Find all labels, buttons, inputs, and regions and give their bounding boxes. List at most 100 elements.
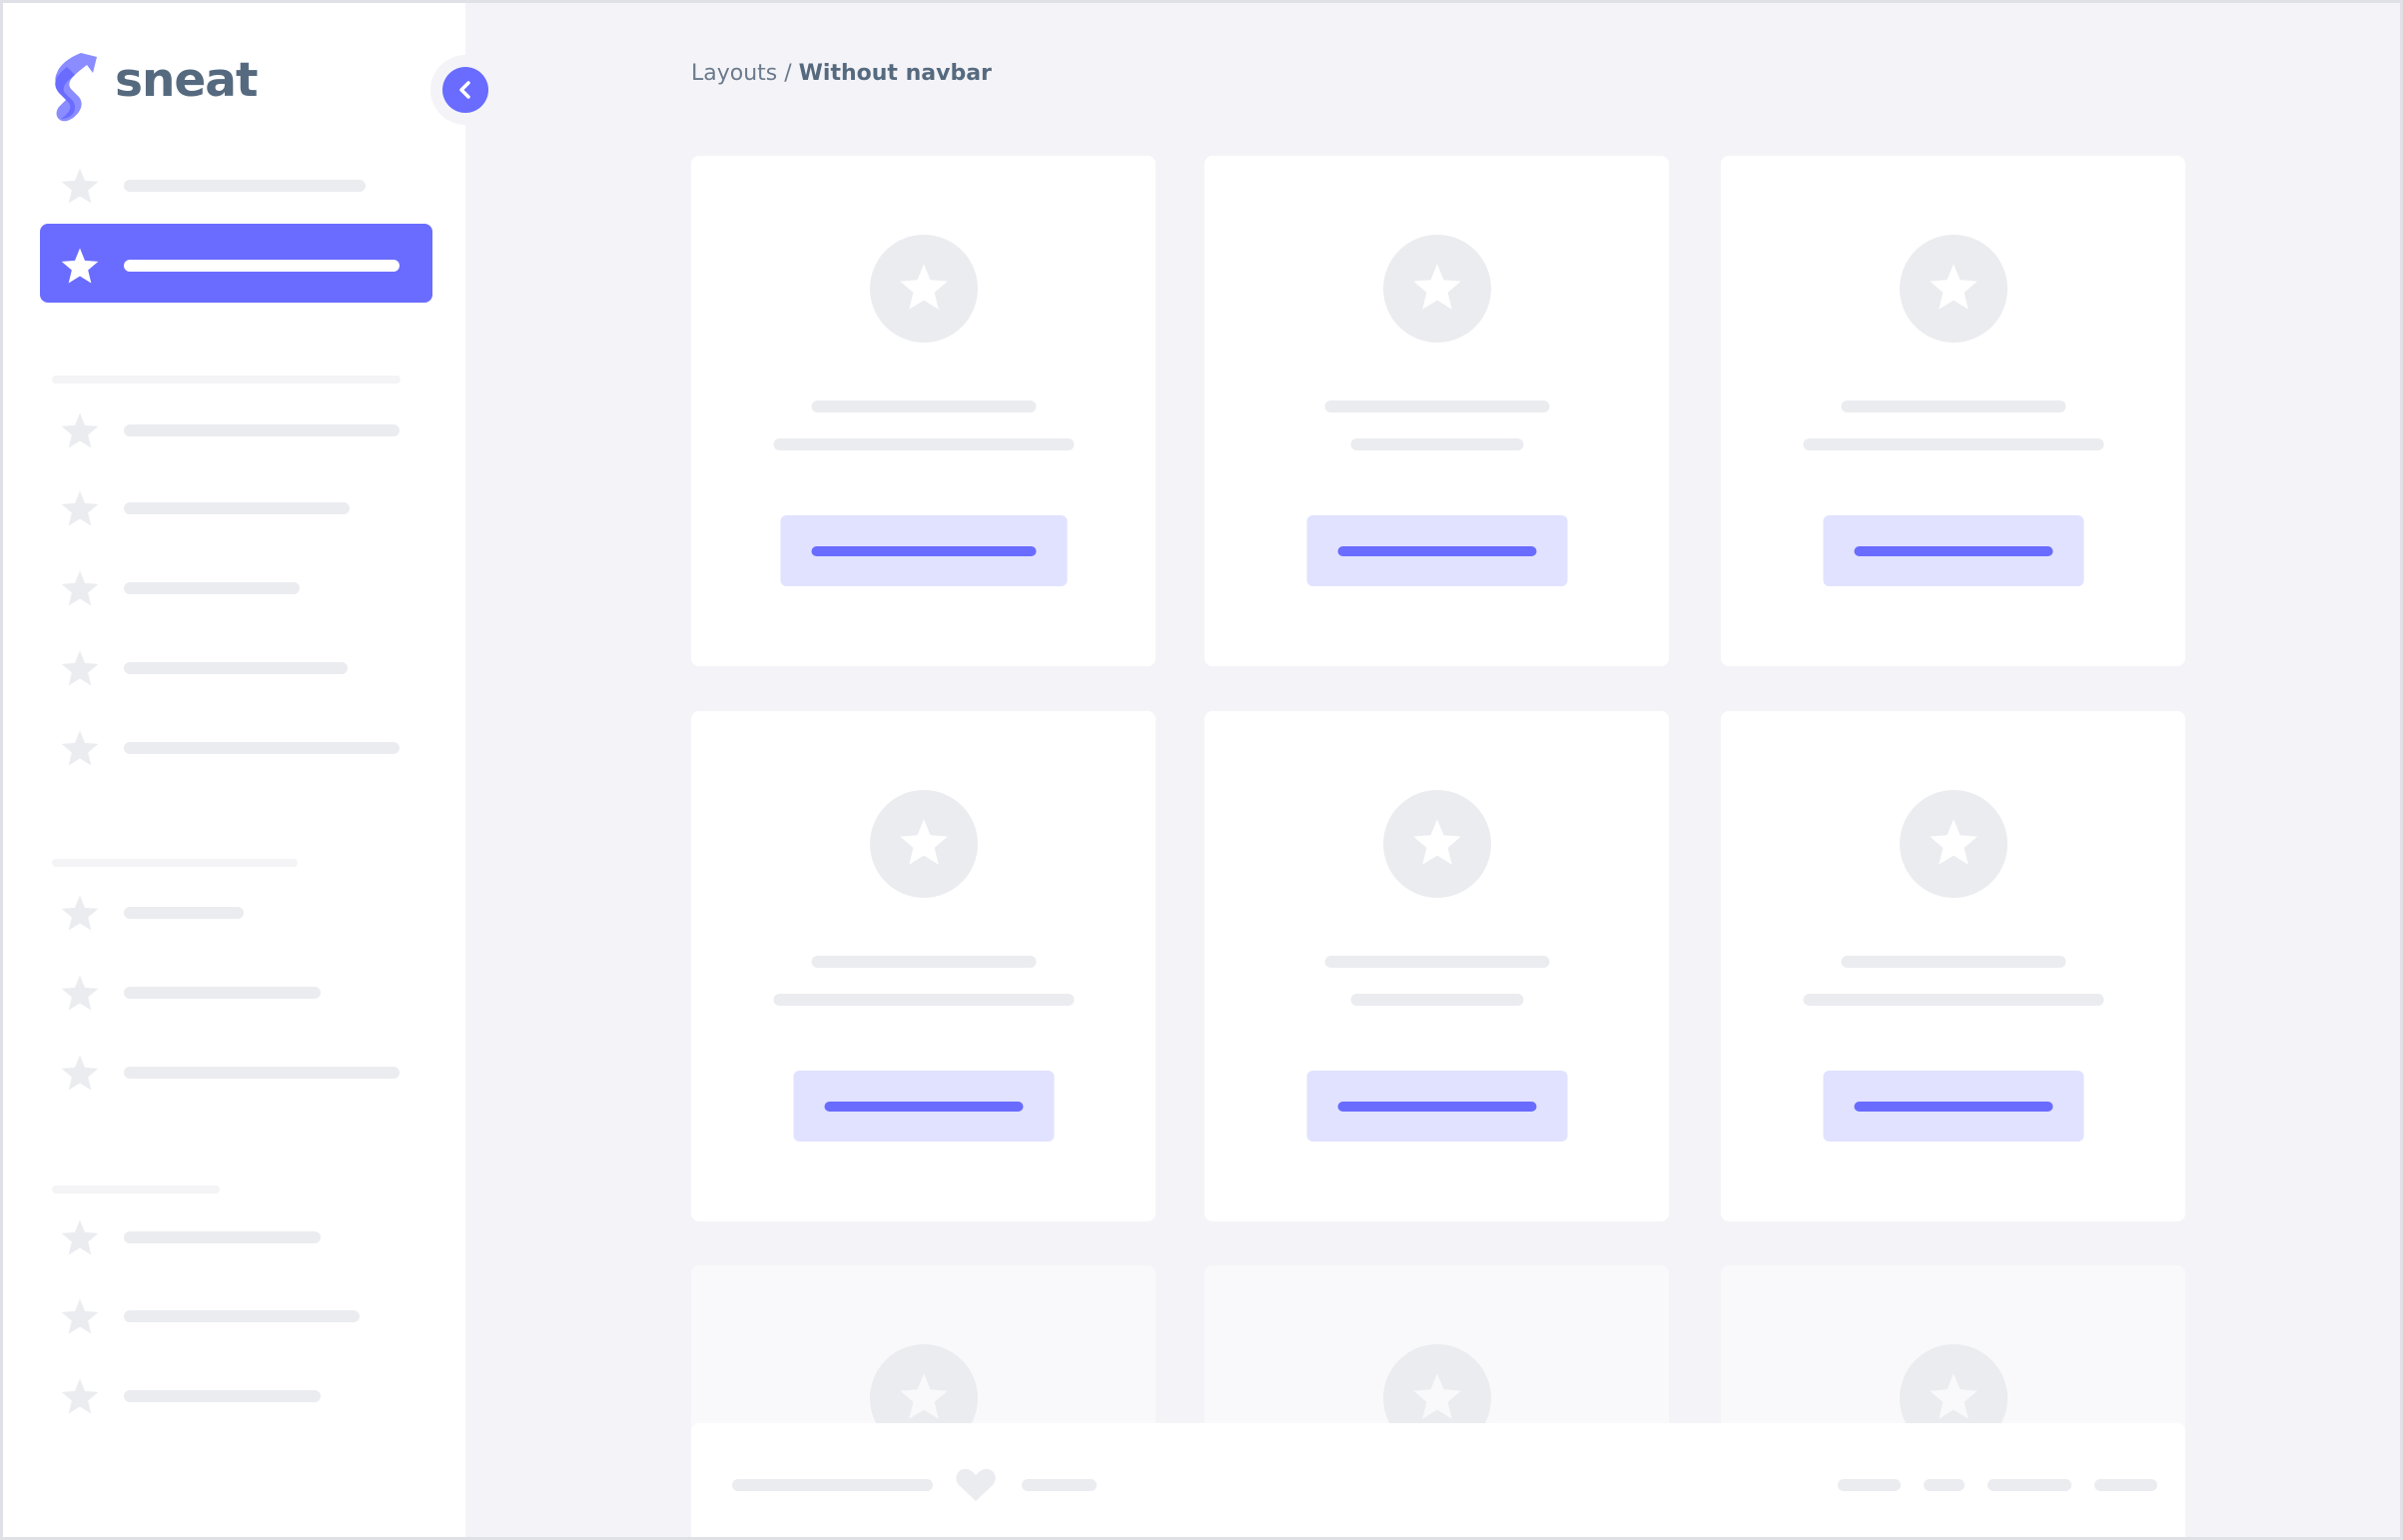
card-button[interactable] <box>780 515 1067 586</box>
footer-link-placeholder[interactable] <box>1988 1479 2071 1491</box>
star-icon <box>898 261 950 318</box>
star-icon <box>60 728 100 768</box>
star-icon <box>60 973 100 1013</box>
brand-name: sneat <box>115 53 258 108</box>
star-icon <box>898 816 950 873</box>
content-card <box>1204 156 1669 666</box>
card-button[interactable] <box>1823 1071 2083 1142</box>
star-icon <box>60 166 100 206</box>
card-text-placeholder <box>773 994 1074 1006</box>
breadcrumb: Layouts / Without navbar <box>691 61 992 86</box>
card-button-label-placeholder <box>1337 545 1536 556</box>
sidebar-section-header-placeholder <box>52 1185 220 1193</box>
star-icon <box>60 1376 100 1416</box>
card-title-placeholder <box>811 956 1036 968</box>
sidebar-item-label-placeholder <box>124 502 350 514</box>
card-button-label-placeholder <box>824 1101 1023 1112</box>
sidebar-item[interactable] <box>3 483 465 533</box>
card-button-label-placeholder <box>1854 1101 2052 1112</box>
sidebar-item[interactable] <box>3 405 465 455</box>
sidebar-section-header-placeholder <box>52 859 298 867</box>
card-title-placeholder <box>811 400 1036 412</box>
breadcrumb-parent[interactable]: Layouts <box>691 61 778 86</box>
star-icon <box>1928 261 1980 318</box>
star-icon <box>60 246 100 286</box>
breadcrumb-current: Without navbar <box>798 61 992 86</box>
card-avatar <box>1383 790 1491 898</box>
card-button[interactable] <box>1306 515 1567 586</box>
card-button-label-placeholder <box>1337 1101 1536 1112</box>
card-text-placeholder <box>773 438 1074 450</box>
sidebar-item-label-placeholder <box>124 260 400 272</box>
sidebar: sneat <box>3 3 465 1537</box>
card-title-placeholder <box>1324 400 1549 412</box>
card-avatar <box>870 235 978 343</box>
star-icon <box>1411 261 1463 318</box>
card-text-placeholder <box>1803 994 2103 1006</box>
card-button-label-placeholder <box>811 545 1036 556</box>
sidebar-item[interactable] <box>3 563 465 613</box>
footer-link-placeholder[interactable] <box>1924 1479 1965 1491</box>
card-text-placeholder <box>1350 994 1523 1006</box>
sidebar-item-label-placeholder <box>124 662 348 674</box>
content-card <box>1721 711 2185 1221</box>
content-card <box>691 156 1156 666</box>
sidebar-item-label-placeholder <box>124 424 400 436</box>
footer-link-placeholder[interactable] <box>2094 1479 2157 1491</box>
chevron-left-icon <box>459 81 470 99</box>
card-title-placeholder <box>1841 400 2065 412</box>
card-button[interactable] <box>793 1071 1054 1142</box>
star-icon <box>60 568 100 608</box>
content-card <box>1721 156 2185 666</box>
card-avatar <box>1383 235 1491 343</box>
content-card <box>691 711 1156 1221</box>
star-icon <box>1411 1370 1463 1427</box>
sidebar-item[interactable] <box>3 723 465 773</box>
sidebar-item-label-placeholder <box>124 1390 321 1402</box>
card-button[interactable] <box>1823 515 2083 586</box>
star-icon <box>898 1370 950 1427</box>
sidebar-item-label-placeholder <box>124 1067 400 1079</box>
star-icon <box>60 410 100 450</box>
sidebar-item-current[interactable] <box>3 241 465 291</box>
card-avatar <box>1900 790 2007 898</box>
sidebar-item[interactable] <box>3 643 465 693</box>
card-title-placeholder <box>1841 956 2065 968</box>
sidebar-item-label-placeholder <box>124 742 400 754</box>
star-icon <box>1928 816 1980 873</box>
sidebar-item[interactable] <box>3 968 465 1018</box>
card-button[interactable] <box>1306 1071 1567 1142</box>
star-icon <box>60 1296 100 1336</box>
sidebar-item[interactable] <box>3 1048 465 1098</box>
sidebar-item[interactable] <box>3 1291 465 1341</box>
card-button-label-placeholder <box>1854 545 2052 556</box>
sidebar-item-label-placeholder <box>124 987 321 999</box>
footer <box>691 1423 2185 1537</box>
footer-text-placeholder <box>732 1479 933 1491</box>
star-icon <box>60 893 100 933</box>
star-icon <box>60 1053 100 1093</box>
footer-link-placeholder[interactable] <box>1838 1479 1901 1491</box>
sidebar-item-label-placeholder <box>124 180 366 192</box>
star-icon <box>60 488 100 528</box>
star-icon <box>1411 816 1463 873</box>
sidebar-section-header-placeholder <box>52 376 400 384</box>
footer-link-placeholder[interactable] <box>1022 1479 1097 1491</box>
sidebar-item[interactable] <box>3 888 465 938</box>
card-avatar <box>870 790 978 898</box>
star-icon <box>1928 1370 1980 1427</box>
sidebar-item-label-placeholder <box>124 582 300 594</box>
content-card <box>1204 711 1669 1221</box>
sidebar-item[interactable] <box>3 161 465 211</box>
sneat-logo-icon[interactable] <box>47 49 101 123</box>
sidebar-item-label-placeholder <box>124 1231 321 1243</box>
sidebar-item[interactable] <box>3 1371 465 1421</box>
card-text-placeholder <box>1803 438 2103 450</box>
sidebar-item-label-placeholder <box>124 907 244 919</box>
sidebar-item[interactable] <box>3 1212 465 1262</box>
sidebar-toggle-button[interactable] <box>442 67 488 113</box>
card-title-placeholder <box>1324 956 1549 968</box>
sidebar-item-label-placeholder <box>124 1310 360 1322</box>
breadcrumb-separator: / <box>777 61 799 86</box>
